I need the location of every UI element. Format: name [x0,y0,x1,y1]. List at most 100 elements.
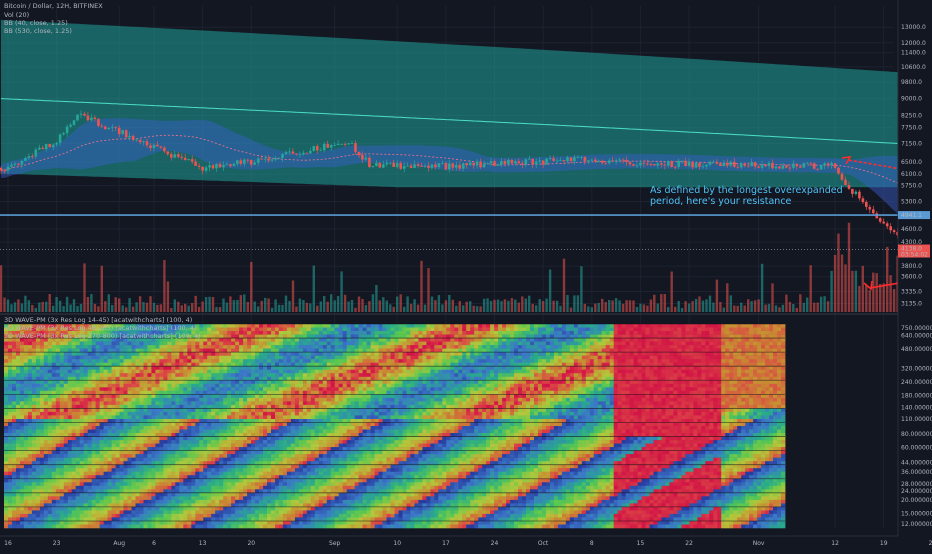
heatmap-cell [442,324,446,328]
heatmap-cell [765,338,769,342]
heatmap-cell [80,412,84,416]
heatmap-cell [705,338,709,342]
heatmap-cell [602,401,606,405]
heatmap-cell [267,338,271,342]
heatmap-cell [263,328,267,332]
heatmap-cell [490,387,494,391]
heatmap-cell [347,408,351,412]
heatmap-cell [506,387,510,391]
heatmap-cell [40,373,44,377]
heatmap-cell [450,380,454,384]
heatmap-cell [96,366,100,370]
heatmap-cell [761,394,765,398]
heatmap-cell [610,384,614,388]
heatmap-cell [151,342,155,346]
heatmap-cell [410,398,414,402]
heatmap-cell [562,331,566,335]
heatmap-cell [279,359,283,363]
heatmap-cell [407,352,411,356]
heatmap-cell [100,342,104,346]
heatmap-cell [638,324,642,328]
heatmap-cell [136,408,140,412]
heatmap-cell [88,370,92,374]
heatmap-cell [60,342,64,346]
heatmap-cell [510,384,514,388]
heatmap-cell [761,342,765,346]
heatmap-cell [88,412,92,416]
heatmap-cell [367,338,371,342]
heatmap-cell [343,366,347,370]
heatmap-cell [450,394,454,398]
heatmap-cell [434,380,438,384]
heatmap-cell [422,345,426,349]
heatmap-cell [227,352,231,356]
heatmap-cell [725,338,729,342]
heatmap-cell [562,380,566,384]
heatmap-cell [323,345,327,349]
heatmap-cell [144,384,148,388]
heatmap-cell [407,408,411,412]
heatmap-cell [689,380,693,384]
heatmap-cell [514,338,518,342]
heatmap-cell [355,356,359,360]
heatmap-cell [486,359,490,363]
heatmap-cell [263,331,267,335]
heatmap-cell [319,370,323,374]
heatmap-cell [279,345,283,349]
heatmap-cell [303,345,307,349]
heatmap-cell [450,359,454,363]
heatmap-cell [203,352,207,356]
heatmap-cell [391,331,395,335]
heatmap-cell [227,342,231,346]
heatmap-cell [387,398,391,402]
heatmap-cell [510,328,514,332]
heatmap-cell [128,345,132,349]
heatmap-cell [546,324,550,328]
heatmap-cell [8,342,12,346]
heatmap-cell [470,401,474,405]
heatmap-cell [399,324,403,328]
heatmap-cell [650,324,654,328]
heatmap-cell [8,408,12,412]
heatmap-cell [223,331,227,335]
heatmap-cell [159,352,163,356]
heatmap-cell [239,401,243,405]
heatmap-cell [749,331,753,335]
heatmap-cell [359,356,363,360]
heatmap-cell [482,394,486,398]
heatmap-cell [56,398,60,402]
heatmap-cell [151,373,155,377]
heatmap-cell [68,384,72,388]
heatmap-cell [701,366,705,370]
heatmap-cell [562,356,566,360]
heatmap-cell [259,345,263,349]
heatmap-cell [622,394,626,398]
heatmap-cell [446,384,450,388]
heatmap-cell [147,342,151,346]
heatmap-cell [100,401,104,405]
heatmap-cell [701,387,705,391]
heatmap-cell [219,384,223,388]
heatmap-cell [630,342,634,346]
heatmap-cell [614,331,618,335]
heatmap-cell [646,338,650,342]
heatmap-cell [542,398,546,402]
heatmap-cell [534,331,538,335]
heatmap-cell [741,401,745,405]
heatmap-cell [618,352,622,356]
heatmap-cell [582,342,586,346]
heatmap-cell [179,380,183,384]
heatmap-cell [689,356,693,360]
heatmap-cell [693,384,697,388]
heatmap-cell [582,387,586,391]
heatmap-cell [741,331,745,335]
heatmap-cell [470,338,474,342]
heatmap-cell [183,366,187,370]
heatmap-cell [749,373,753,377]
heatmap-cell [418,356,422,360]
heatmap-cell [757,328,761,332]
heatmap-cell [526,328,530,332]
heatmap-cell [60,373,64,377]
heatmap-cell [399,345,403,349]
heatmap-cell [100,345,104,349]
